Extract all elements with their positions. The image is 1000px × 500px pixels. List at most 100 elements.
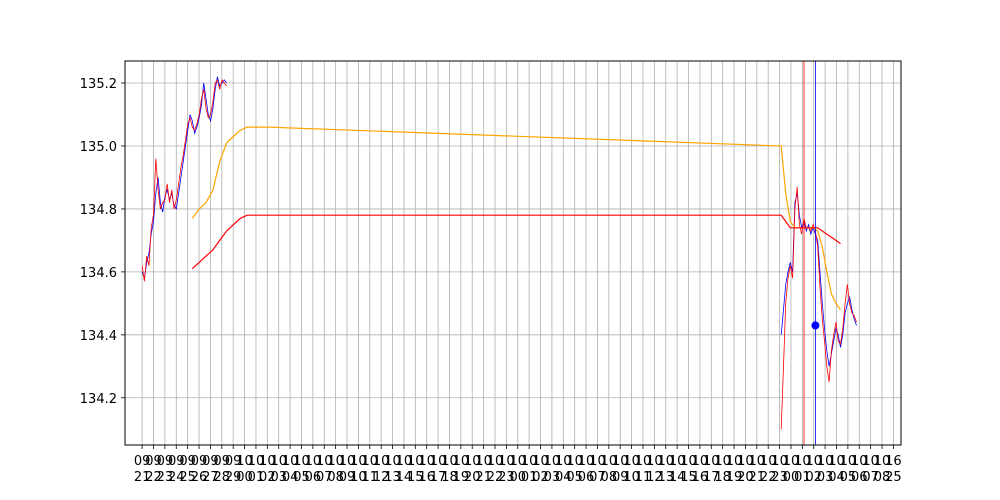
xtick-label: 10 bbox=[589, 454, 606, 469]
xtick-label: 09 bbox=[202, 454, 219, 469]
xtick-sublabel: 08 bbox=[601, 470, 618, 485]
xtick-label: 10 bbox=[851, 454, 868, 469]
xtick-sublabel: 24 bbox=[168, 470, 185, 485]
xtick-label: 09 bbox=[191, 454, 208, 469]
y-axis: 134.2 134.4 134.6 134.8 135.0 135.2 bbox=[80, 77, 125, 407]
xtick-sublabel: 03 bbox=[544, 470, 561, 485]
ytick-label: 135.0 bbox=[80, 140, 117, 155]
series-line bbox=[191, 214, 841, 270]
xtick-label: 10 bbox=[498, 454, 515, 469]
xtick-sublabel: 11 bbox=[635, 470, 652, 485]
xtick-sublabel: 18 bbox=[441, 470, 458, 485]
xtick-sublabel: 15 bbox=[407, 470, 424, 485]
point-marker bbox=[811, 321, 820, 330]
plot-frame bbox=[124, 60, 902, 446]
xtick-sublabel: 07 bbox=[589, 470, 606, 485]
xtick-sublabel: 05 bbox=[840, 470, 857, 485]
xtick-label: 10 bbox=[862, 454, 879, 469]
xtick-label: 10 bbox=[316, 454, 333, 469]
series-layer bbox=[141, 76, 857, 430]
xtick-label: 10 bbox=[805, 454, 822, 469]
xtick-sublabel: 02 bbox=[805, 470, 822, 485]
xtick-sublabel: 19 bbox=[453, 470, 470, 485]
xtick-label: 10 bbox=[339, 454, 356, 469]
xtick-sublabel: 01 bbox=[521, 470, 538, 485]
xtick-label: 10 bbox=[828, 454, 845, 469]
xtick-label: 10 bbox=[270, 454, 287, 469]
xtick-label: 10 bbox=[396, 454, 413, 469]
xtick-sublabel: 19 bbox=[726, 470, 743, 485]
xtick-label: 10 bbox=[236, 454, 253, 469]
xtick-label: 10 bbox=[703, 454, 720, 469]
xtick-label: 10 bbox=[305, 454, 322, 469]
xtick-label: 10 bbox=[669, 454, 686, 469]
xtick-sublabel: 23 bbox=[771, 470, 788, 485]
x-axis: 0921092209230924092509260927092809291000… bbox=[134, 445, 902, 485]
xtick-label: 10 bbox=[521, 454, 538, 469]
xtick-sublabel: 00 bbox=[783, 470, 800, 485]
xtick-sublabel: 04 bbox=[555, 470, 572, 485]
xtick-label: 10 bbox=[453, 454, 470, 469]
xtick-sublabel: 21 bbox=[134, 470, 151, 485]
xtick-label: 10 bbox=[726, 454, 743, 469]
xtick-sublabel: 02 bbox=[532, 470, 549, 485]
xtick-sublabel: 16 bbox=[418, 470, 435, 485]
xtick-label: 10 bbox=[612, 454, 629, 469]
xtick-label: 10 bbox=[407, 454, 424, 469]
markers bbox=[811, 321, 820, 330]
xtick-sublabel: 25 bbox=[179, 470, 196, 485]
xtick-label: 10 bbox=[532, 454, 549, 469]
xtick-sublabel: 25 bbox=[885, 470, 902, 485]
xtick-sublabel: 28 bbox=[214, 470, 231, 485]
xtick-sublabel: 00 bbox=[509, 470, 526, 485]
xtick-sublabel: 06 bbox=[305, 470, 322, 485]
series-line bbox=[780, 186, 857, 430]
xtick-sublabel: 05 bbox=[293, 470, 310, 485]
xtick-sublabel: 21 bbox=[749, 470, 766, 485]
xtick-label: 10 bbox=[327, 454, 344, 469]
xtick-label: 10 bbox=[840, 454, 857, 469]
xtick-label: 10 bbox=[623, 454, 640, 469]
xtick-sublabel: 26 bbox=[191, 470, 208, 485]
xtick-label: 16 bbox=[885, 454, 902, 469]
xtick-label: 09 bbox=[179, 454, 196, 469]
xtick-label: 10 bbox=[635, 454, 652, 469]
plot-background bbox=[125, 61, 901, 445]
xtick-sublabel: 06 bbox=[851, 470, 868, 485]
xtick-sublabel: 12 bbox=[373, 470, 390, 485]
xtick-sublabel: 06 bbox=[578, 470, 595, 485]
xtick-label: 10 bbox=[509, 454, 526, 469]
xtick-sublabel: 20 bbox=[737, 470, 754, 485]
xtick-label: 10 bbox=[771, 454, 788, 469]
xtick-sublabel: 23 bbox=[157, 470, 174, 485]
series-line bbox=[191, 126, 841, 311]
xtick-sublabel: 17 bbox=[430, 470, 447, 485]
ytick-label: 134.8 bbox=[80, 203, 117, 218]
xtick-sublabel: 13 bbox=[384, 470, 401, 485]
xtick-sublabel: 23 bbox=[498, 470, 515, 485]
xtick-sublabel: 09 bbox=[339, 470, 356, 485]
xtick-label: 10 bbox=[794, 454, 811, 469]
xtick-label: 10 bbox=[282, 454, 299, 469]
xtick-label: 10 bbox=[749, 454, 766, 469]
xtick-sublabel: 18 bbox=[714, 470, 731, 485]
xtick-sublabel: 10 bbox=[623, 470, 640, 485]
xtick-label: 10 bbox=[566, 454, 583, 469]
xtick-label: 10 bbox=[430, 454, 447, 469]
xtick-sublabel: 03 bbox=[270, 470, 287, 485]
xtick-label: 10 bbox=[464, 454, 481, 469]
xtick-label: 09 bbox=[157, 454, 174, 469]
xtick-sublabel: 04 bbox=[828, 470, 845, 485]
xtick-label: 10 bbox=[259, 454, 276, 469]
xtick-sublabel: 10 bbox=[350, 470, 367, 485]
xtick-sublabel: 15 bbox=[680, 470, 697, 485]
xtick-sublabel: 22 bbox=[487, 470, 504, 485]
ytick-label: 134.4 bbox=[80, 329, 117, 344]
xtick-label: 10 bbox=[248, 454, 265, 469]
xtick-label: 10 bbox=[418, 454, 435, 469]
xtick-label: 10 bbox=[874, 454, 891, 469]
xtick-label: 10 bbox=[373, 454, 390, 469]
xtick-sublabel: 29 bbox=[225, 470, 242, 485]
xtick-label: 10 bbox=[680, 454, 697, 469]
